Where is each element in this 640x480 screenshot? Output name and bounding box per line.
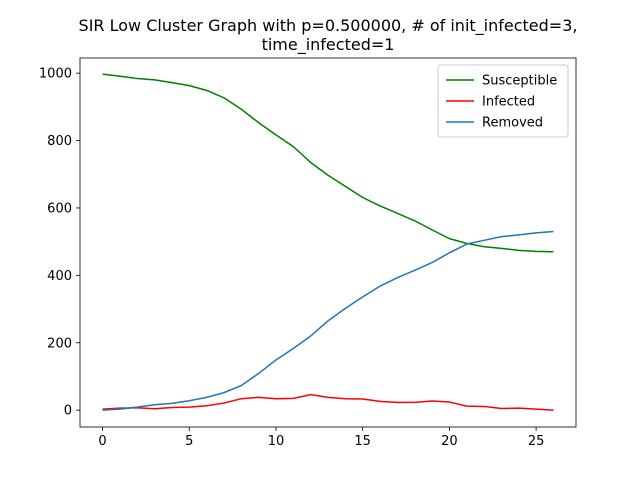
plot-frame	[79, 57, 577, 428]
y-tick-label: 800	[47, 134, 72, 149]
x-tick-label: 5	[185, 434, 193, 449]
legend-box	[437, 64, 569, 138]
y-tick-label: 400	[47, 269, 72, 284]
chart-title-line-1: SIR Low Cluster Graph with p=0.500000, #…	[79, 16, 578, 36]
x-tick-label: 0	[98, 434, 106, 449]
y-tick-label: 1000	[39, 67, 72, 82]
chart-title: SIR Low Cluster Graph with p=0.500000, #…	[79, 16, 578, 55]
legend-label-infected: Infected	[482, 95, 535, 110]
x-tick-label: 20	[441, 434, 458, 449]
legend-label-removed: Removed	[482, 116, 543, 131]
series-line-removed	[102, 230, 554, 411]
y-tick-label: 600	[47, 201, 72, 216]
x-tick-label: 15	[354, 434, 371, 449]
series-line-infected	[102, 393, 554, 411]
legend: Susceptible Infected Removed	[437, 64, 569, 138]
x-tick-label: 25	[528, 434, 545, 449]
x-tick-label: 10	[268, 434, 285, 449]
series-line-susceptible	[102, 73, 554, 253]
chart-title-line-2: time_infected=1	[262, 35, 395, 55]
y-tick-label: 200	[47, 336, 72, 351]
y-tick-label: 0	[64, 404, 72, 419]
legend-label-susceptible: Susceptible	[482, 74, 557, 89]
axes-layer: 0 5 10 15 20 25 0 200 400 600 800 1000	[39, 57, 577, 449]
series-layer	[102, 73, 554, 411]
